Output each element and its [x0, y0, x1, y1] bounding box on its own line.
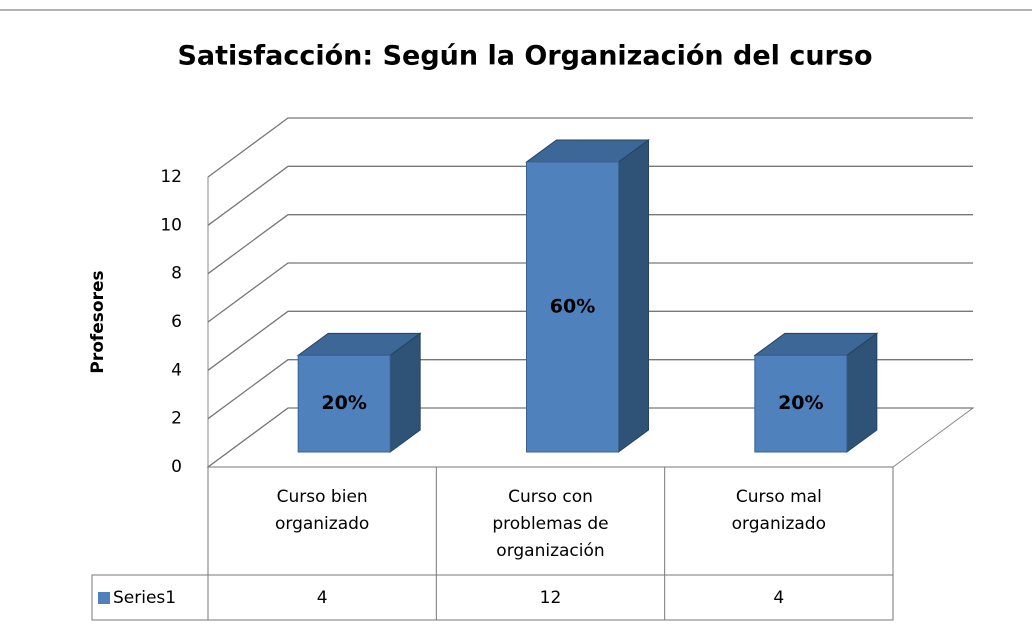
- y-tick-label: 2: [171, 409, 182, 429]
- y-tick-label: 10: [160, 215, 182, 235]
- bar-label: 60%: [550, 296, 595, 318]
- x-tick-label: Curso mal organizado: [732, 487, 826, 534]
- legend-cell: [91, 574, 209, 621]
- x-tick-label: Curso bien organizado: [275, 487, 369, 534]
- grid-line: [207, 407, 973, 468]
- bar: [296, 332, 422, 453]
- chart-title: Satisfacción: Según la Organización del …: [177, 41, 872, 72]
- table-value: 4: [317, 588, 328, 608]
- x-tick-label: Curso con problemas de organización: [492, 487, 608, 561]
- bar-label: 20%: [321, 392, 366, 414]
- bar-front: [297, 354, 391, 453]
- legend-label: Series1: [113, 588, 176, 608]
- bar-front: [526, 161, 619, 453]
- bar-label: 20%: [778, 392, 823, 414]
- table-value: 4: [773, 588, 784, 608]
- bar: [524, 139, 651, 453]
- grid-line: [207, 214, 973, 275]
- grid-line: [207, 359, 973, 420]
- y-tick-label: 0: [171, 457, 182, 477]
- bar-side: [618, 139, 649, 453]
- grid-line: [207, 117, 973, 178]
- table-frame: [207, 466, 894, 621]
- table-value: 12: [540, 588, 562, 608]
- bar-front: [754, 354, 848, 453]
- grid-line: [207, 262, 973, 323]
- y-tick-label: 12: [160, 167, 182, 187]
- y-tick-label: 8: [171, 264, 182, 284]
- y-tick-label: 4: [171, 360, 182, 380]
- grid-line: [207, 310, 973, 371]
- grid-line: [207, 165, 973, 226]
- y-tick-label: 6: [171, 312, 182, 332]
- y-axis-label: Profesores: [88, 270, 108, 373]
- legend-swatch: [98, 592, 110, 604]
- bar: [753, 332, 879, 453]
